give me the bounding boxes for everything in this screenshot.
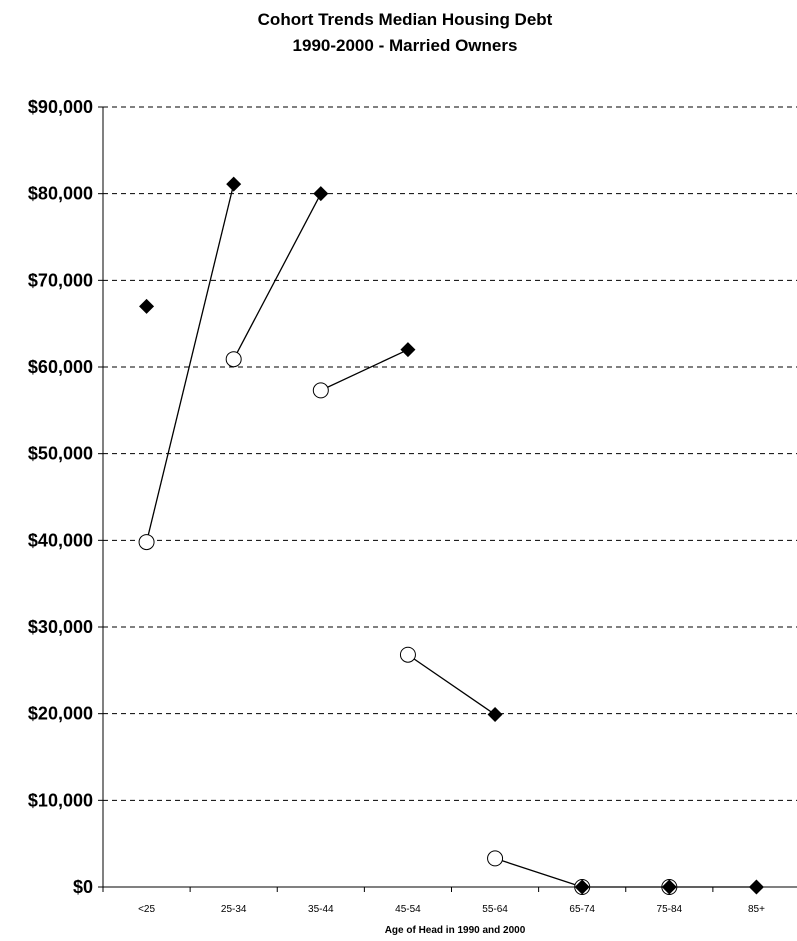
y-tick-label: $90,000 (28, 97, 93, 117)
y-axis: $0 $10,000 $20,000 $30,000 $40,000 $50,000 $60… (28, 97, 104, 897)
cohort-line (320, 349, 409, 391)
y-tick-label: $80,000 (28, 184, 93, 204)
chart-title-line-1: Cohort Trends Median Housing Debt (258, 10, 553, 29)
filled-diamond-point (226, 176, 242, 192)
x-tick-label: 75-84 (657, 904, 683, 915)
y-tick-label: $10,000 (28, 790, 93, 810)
open-circle-point (225, 351, 242, 368)
x-tick-label: 35-44 (308, 904, 334, 915)
filled-diamond-point (400, 342, 416, 358)
cohort-line (233, 193, 322, 360)
filled-diamond-point (574, 879, 590, 895)
chart-title-line-2: 1990-2000 - Married Owners (293, 36, 518, 55)
open-circle-point (487, 850, 504, 867)
filled-diamond-point (313, 186, 329, 202)
cohort-line (407, 654, 496, 716)
filled-diamond-point (661, 879, 677, 895)
x-tick-label: 25-34 (221, 904, 247, 915)
x-axis: <25 25-34 35-44 45-54 55-64 65-74 75-84 85+ (102, 886, 797, 915)
x-tick-label: 55-64 (482, 904, 508, 915)
y-tick-label: $30,000 (28, 617, 93, 637)
y-tick-label: $50,000 (28, 444, 93, 464)
x-tick-label: 85+ (748, 904, 765, 915)
filled-diamond-point (139, 298, 155, 314)
filled-diamond-point (748, 879, 764, 895)
filled-diamond-point (487, 707, 503, 723)
y-tick-label: $70,000 (28, 270, 93, 290)
y-tick-label: $0 (73, 877, 93, 897)
grid (103, 106, 797, 801)
y-tick-label: $20,000 (28, 704, 93, 724)
open-circle-point (399, 646, 416, 663)
open-circle-point (312, 382, 329, 399)
y-tick-label: $60,000 (28, 357, 93, 377)
x-tick-label: 45-54 (395, 904, 421, 915)
x-tick-label: <25 (138, 904, 155, 915)
open-circle-point (138, 534, 155, 551)
x-tick-label: 65-74 (569, 904, 595, 915)
cohort-line (494, 857, 583, 888)
y-tick-label: $40,000 (28, 530, 93, 550)
cohort-links (145, 183, 757, 888)
x-axis-label: Age of Head in 1990 and 2000 (385, 925, 526, 936)
markers (138, 176, 764, 895)
cohort-line (145, 183, 235, 543)
